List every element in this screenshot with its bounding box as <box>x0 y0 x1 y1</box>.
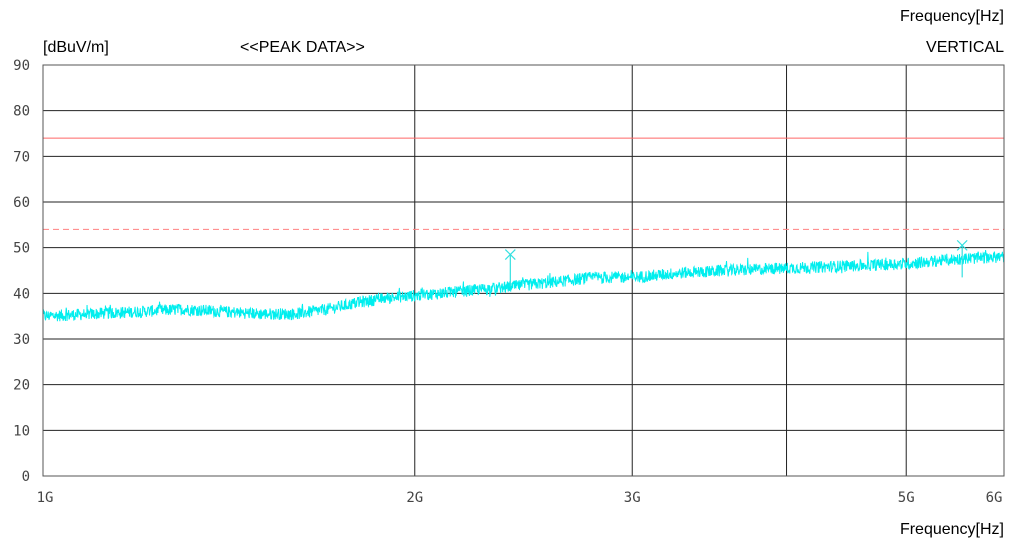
series-layer <box>42 249 1005 322</box>
limit-lines <box>43 137 1004 230</box>
y-tick-labels: 0 10 20 30 40 50 60 70 80 90 <box>13 58 30 485</box>
y-tick-label: 50 <box>13 241 30 257</box>
x-tick-label: 1G <box>37 490 54 506</box>
x-tick-label: 3G <box>624 490 641 506</box>
y-tick-label: 70 <box>13 149 30 165</box>
grid <box>43 64 1004 477</box>
x-tick-label: 2G <box>406 490 423 506</box>
x-tick-labels: 1G 2G 3G 5G 6G <box>37 490 1003 506</box>
y-tick-label: 90 <box>13 58 30 74</box>
y-axis-unit-label: [dBuV/m] <box>43 39 109 56</box>
legend-vertical: VERTICAL <box>926 39 1004 56</box>
y-tick-label: 0 <box>22 469 30 485</box>
chart-title: <<PEAK DATA>> <box>240 39 365 56</box>
y-tick-label: 10 <box>13 423 30 439</box>
y-tick-label: 60 <box>13 195 30 211</box>
y-tick-label: 30 <box>13 332 30 348</box>
series-vertical <box>42 249 1005 322</box>
peak-markers <box>504 239 968 287</box>
plot-frame <box>42 64 1005 477</box>
top-frequency-label: Frequency[Hz] <box>900 8 1004 25</box>
peak-marker <box>504 249 516 287</box>
peak-marker <box>956 239 968 278</box>
y-tick-label: 40 <box>13 286 30 302</box>
x-tick-label: 5G <box>898 490 915 506</box>
x-axis-label: Frequency[Hz] <box>900 521 1004 538</box>
x-tick-label: 6G <box>986 490 1003 506</box>
y-tick-label: 80 <box>13 104 30 120</box>
y-tick-label: 20 <box>13 378 30 394</box>
